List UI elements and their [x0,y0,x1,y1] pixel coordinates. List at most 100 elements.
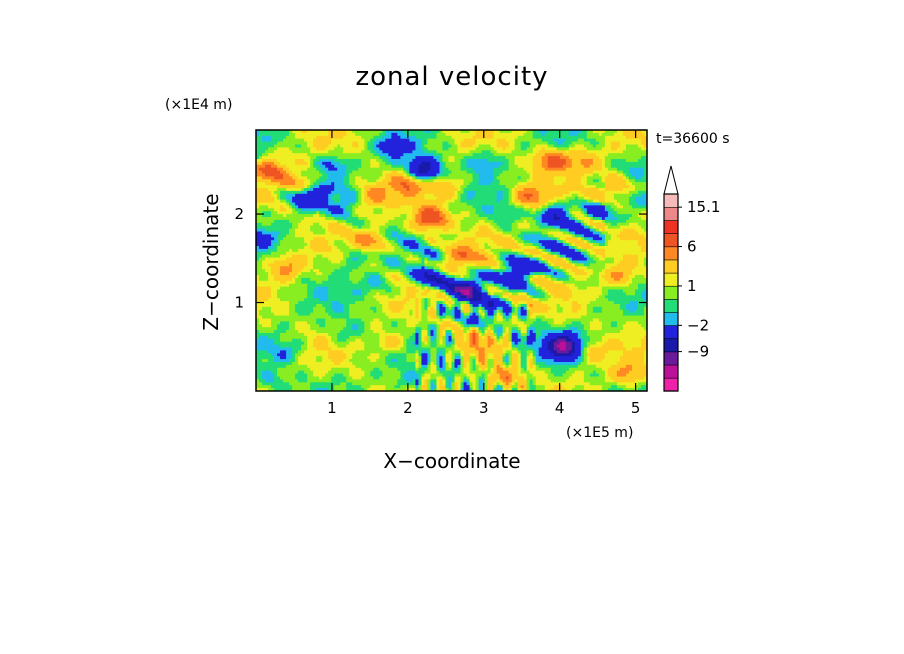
field-cell [388,182,392,186]
field-cell [397,190,401,195]
field-cell [568,231,573,235]
field-cell [307,164,311,169]
field-cell [421,135,426,140]
field-cell [379,144,383,148]
field-cell [640,138,645,143]
field-cell [640,228,645,233]
field-cell [400,208,404,212]
field-cell [634,196,639,201]
field-cell [400,144,404,148]
field-cell [463,196,468,201]
field-cell [496,219,501,224]
field-cell [304,222,308,227]
field-cell [436,167,441,172]
field-cell [265,173,269,177]
field-cell [514,228,519,233]
field-cell [514,214,519,218]
field-cell [568,211,573,215]
field-cell [448,150,453,154]
field-cell [628,234,633,238]
field-cell [451,153,456,157]
field-cell [403,144,407,148]
field-cell [304,217,308,221]
field-cell [373,170,377,175]
field-cell [595,159,600,163]
field-cell [511,161,516,166]
field-cell [481,217,486,221]
field-cell [538,225,543,230]
field-cell [601,176,606,180]
field-cell [478,159,483,163]
field-cell [265,138,269,143]
field-cell [457,228,462,233]
field-cell [625,208,630,212]
field-cell [445,237,450,241]
field-cell [619,159,624,163]
field-cell [355,217,359,221]
field-cell [376,141,380,146]
field-cell [286,228,290,233]
field-cell [385,234,389,238]
field-cell [304,193,308,198]
field-cell [298,231,302,235]
field-cell [460,144,465,148]
field-cell [580,161,585,166]
field-cell [412,202,417,206]
field-cell [307,196,311,201]
field-cell [337,208,341,212]
field-cell [391,156,395,160]
field-cell [442,159,447,163]
field-cell [364,138,368,143]
field-cell [442,231,447,235]
field-cell [469,147,474,151]
field-cell [454,147,459,151]
field-cell [562,222,567,227]
field-cell [550,176,555,180]
field-cell [469,173,474,177]
field-cell [355,234,359,238]
field-cell [490,173,495,177]
field-cell [529,170,534,175]
field-cell [256,132,260,137]
field-cell [568,159,573,163]
field-cell [358,159,362,163]
field-cell [379,234,383,238]
field-cell [373,205,377,209]
field-cell [514,188,519,192]
field-cell [622,231,627,235]
field-cell [367,179,371,183]
field-cell [439,225,444,230]
field-cell [292,190,296,195]
field-cell [571,130,576,134]
field-cell [334,130,338,134]
field-cell [262,179,266,183]
field-cell [598,217,603,221]
field-cell [496,185,501,189]
field-cell [508,130,513,134]
field-cell [574,147,579,151]
field-cell [415,170,420,175]
field-cell [538,188,543,192]
field-cell [349,147,353,151]
field-cell [538,132,543,137]
field-cell [307,185,311,189]
field-cell [574,141,579,146]
field-cell [340,196,344,201]
field-cell [352,199,356,204]
field-cell [358,214,362,218]
field-cell [643,156,647,160]
field-cell [388,132,392,137]
field-cell [481,199,486,204]
field-cell [613,225,618,230]
field-cell [292,159,296,163]
field-cell [328,190,332,195]
field-cell [262,228,266,233]
field-cell [565,182,570,186]
field-cell [475,141,480,146]
field-cell [346,147,350,151]
field-cell [454,193,459,198]
field-cell [481,147,486,151]
field-cell [334,199,338,204]
field-cell [370,167,374,172]
field-cell [409,150,413,154]
